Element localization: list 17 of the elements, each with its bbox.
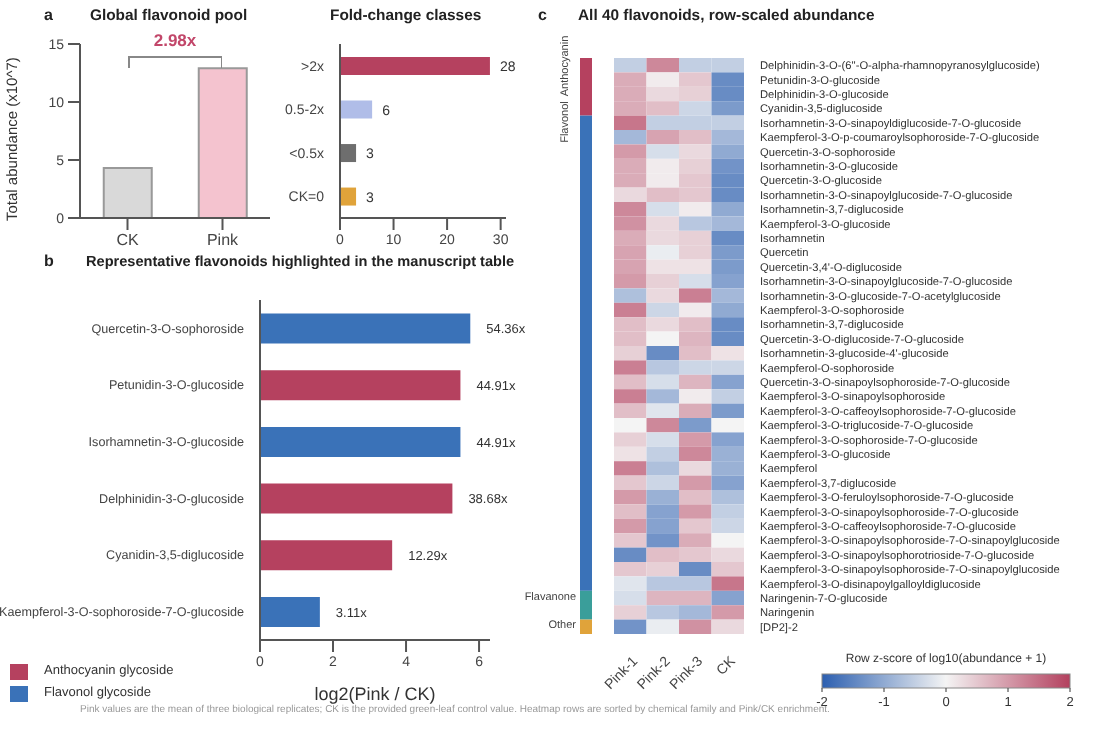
bar (260, 596, 320, 627)
x-tick-label: Pink (206, 231, 241, 250)
bar (340, 100, 373, 119)
text: b (44, 252, 54, 270)
bar (260, 313, 471, 344)
bar (260, 483, 453, 514)
bar (340, 187, 357, 206)
x-axis-title: log2(Pink / CK) (314, 684, 436, 704)
bar (260, 426, 461, 457)
annotation: 2.98x (151, 30, 199, 51)
text: a (44, 6, 53, 24)
bar (340, 57, 490, 76)
x-tick-label: CK (116, 231, 140, 250)
bar (260, 370, 461, 401)
bar (260, 540, 393, 571)
text: c (538, 6, 547, 24)
bar (340, 144, 357, 163)
